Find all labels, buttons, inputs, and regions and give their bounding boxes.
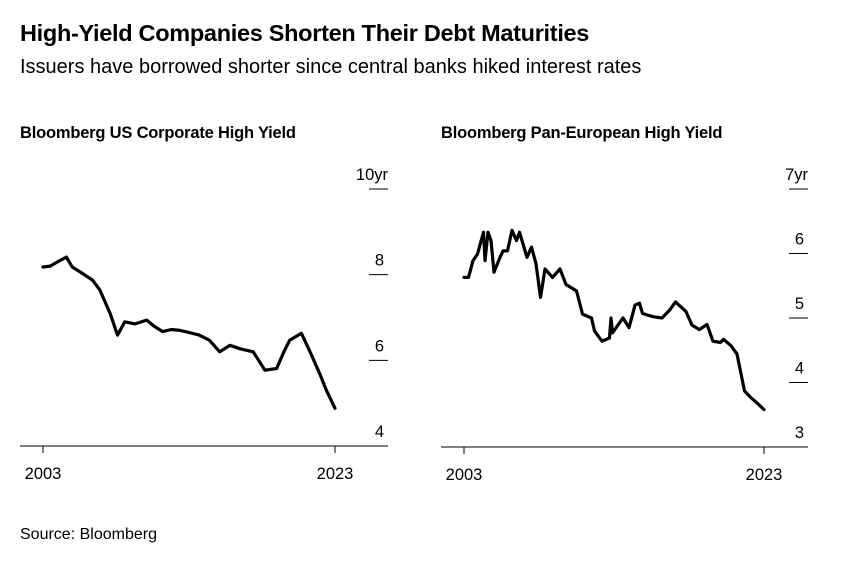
europe-x-tick-label: 2003 bbox=[446, 466, 483, 484]
europe-panel-title: Bloomberg Pan-European High Yield bbox=[441, 124, 723, 142]
europe-x-tick-label: 2023 bbox=[746, 466, 783, 484]
us-y-tick-label: 10yr bbox=[356, 166, 389, 184]
chart-subtitle: Issuers have borrowed shorter since cent… bbox=[20, 56, 642, 78]
source-note: Source: Bloomberg bbox=[20, 526, 157, 543]
us-y-tick-label: 8 bbox=[375, 252, 384, 270]
europe-y-tick-label: 6 bbox=[795, 231, 804, 249]
europe-y-tick-label: 5 bbox=[795, 295, 804, 313]
us-x-tick-label: 2023 bbox=[317, 465, 354, 483]
europe-maturity-line bbox=[462, 228, 766, 412]
us-y-tick-label: 4 bbox=[375, 423, 384, 441]
us-x-tick-label: 2003 bbox=[25, 465, 62, 483]
europe-y-tick-label: 4 bbox=[795, 360, 804, 378]
europe-y-tick-label: 7yr bbox=[785, 166, 808, 184]
chart-title: High-Yield Companies Shorten Their Debt … bbox=[20, 20, 590, 46]
us-maturity-line bbox=[41, 255, 337, 410]
us-y-tick-label: 6 bbox=[375, 337, 384, 355]
europe-y-tick-label: 3 bbox=[795, 424, 804, 442]
us-panel-title: Bloomberg US Corporate High Yield bbox=[20, 124, 296, 142]
